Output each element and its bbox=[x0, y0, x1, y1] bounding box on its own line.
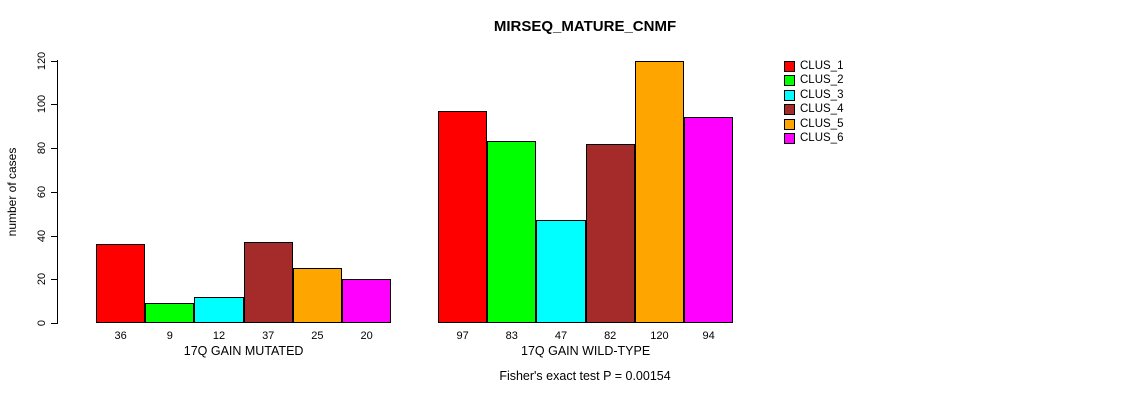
y-axis-line bbox=[57, 60, 58, 323]
y-axis-tick-label: 20 bbox=[36, 273, 48, 286]
bar-clus_4-group1 bbox=[243, 242, 293, 323]
legend-label: CLUS_6 bbox=[800, 132, 844, 144]
bar-value-label: 120 bbox=[650, 330, 669, 342]
legend-label: CLUS_1 bbox=[800, 60, 844, 72]
bar-clus_2-group1 bbox=[145, 303, 195, 323]
bar-value-label: 12 bbox=[212, 330, 226, 342]
y-axis-tick bbox=[51, 191, 58, 193]
fisher-test-annotation: Fisher's exact test P = 0.00154 bbox=[499, 369, 671, 383]
x-axis-group-label: 17Q GAIN MUTATED bbox=[183, 344, 304, 358]
y-axis-tick-label: 120 bbox=[36, 51, 48, 70]
bar-value-label: 25 bbox=[311, 330, 324, 342]
y-axis-tick bbox=[51, 60, 58, 62]
bar-value-label: 37 bbox=[262, 330, 275, 342]
legend-swatch-clus_1 bbox=[784, 61, 795, 72]
legend-swatch-clus_3 bbox=[784, 89, 795, 101]
bar-value-label: 83 bbox=[505, 330, 518, 342]
legend-swatch-clus_6 bbox=[784, 133, 795, 144]
legend-swatch-clus_2 bbox=[784, 75, 795, 87]
bar-value-label: 9 bbox=[166, 330, 173, 342]
bar-clus_2-group2 bbox=[487, 141, 537, 323]
bar-value-label: 20 bbox=[360, 330, 373, 342]
legend-label: CLUS_3 bbox=[800, 88, 844, 101]
y-axis-tick bbox=[51, 235, 58, 237]
y-axis-tick bbox=[51, 279, 58, 281]
bar-clus_6-group2 bbox=[684, 117, 734, 323]
legend-label: CLUS_2 bbox=[800, 74, 844, 87]
y-axis-tick-label: 40 bbox=[36, 229, 48, 242]
y-axis-tick-label: 60 bbox=[36, 185, 48, 198]
bar-value-label: 36 bbox=[114, 330, 127, 342]
bar-value-label: 82 bbox=[604, 330, 617, 342]
bar-clus_6-group1 bbox=[342, 279, 392, 323]
legend-swatch-clus_4 bbox=[784, 104, 795, 116]
legend-label: CLUS_4 bbox=[800, 103, 844, 116]
y-axis-tick bbox=[51, 148, 58, 149]
bar-clus_5-group2 bbox=[634, 60, 684, 323]
y-axis-tick-label: 80 bbox=[36, 141, 48, 155]
y-axis-label: number of cases bbox=[5, 147, 19, 237]
y-axis-tick-label: 100 bbox=[36, 95, 48, 114]
bar-value-label: 97 bbox=[456, 330, 469, 342]
y-axis-tick bbox=[51, 104, 58, 106]
bar-clus_5-group1 bbox=[292, 268, 342, 323]
y-axis-tick bbox=[51, 323, 58, 324]
bar-value-label: 47 bbox=[554, 330, 568, 342]
legend-swatch-clus_5 bbox=[784, 118, 795, 130]
bar-clus_3-group2 bbox=[536, 220, 586, 323]
legend-label: CLUS_5 bbox=[800, 117, 844, 130]
bar-clus_1-group1 bbox=[96, 244, 146, 323]
bar-clus_4-group2 bbox=[585, 143, 635, 323]
y-axis-tick-label: 0 bbox=[36, 319, 48, 327]
x-axis-group-label: 17Q GAIN WILD-TYPE bbox=[520, 344, 651, 358]
chart-title: MIRSEQ_MATURE_CNMF bbox=[493, 18, 677, 35]
bar-clus_3-group1 bbox=[194, 296, 244, 323]
bar-clus_1-group2 bbox=[438, 110, 488, 323]
bar-value-label: 94 bbox=[702, 330, 715, 342]
